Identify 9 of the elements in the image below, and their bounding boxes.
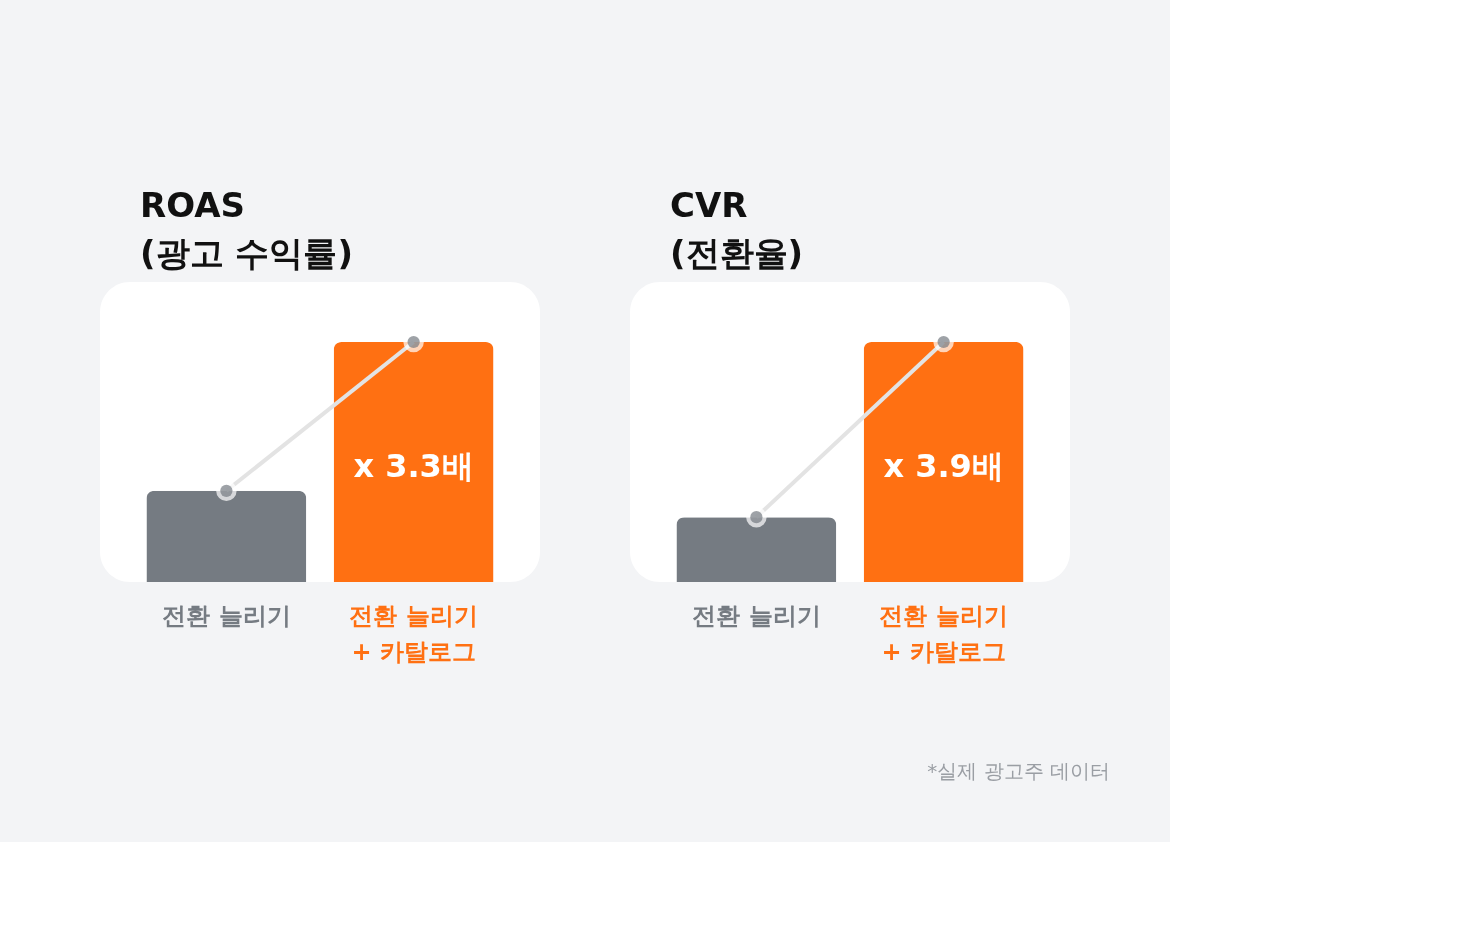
annotation: x 3.3배: [353, 447, 474, 485]
annotation: x 3.9배: [883, 447, 1004, 485]
text: *실제 광고주 데이터: [927, 759, 1110, 783]
x-tick-label: 전환 늘리기: [162, 601, 291, 630]
x-tick-label: 전환 늘리기 + 카탈로그: [879, 601, 1008, 666]
chart-title: ROAS (광고 수익률): [140, 185, 353, 273]
chart-title: CVR (전환율): [670, 185, 804, 273]
x-tick-label: 전환 늘리기 + 카탈로그: [349, 601, 478, 666]
x-tick-label: 전환 늘리기: [692, 601, 821, 630]
